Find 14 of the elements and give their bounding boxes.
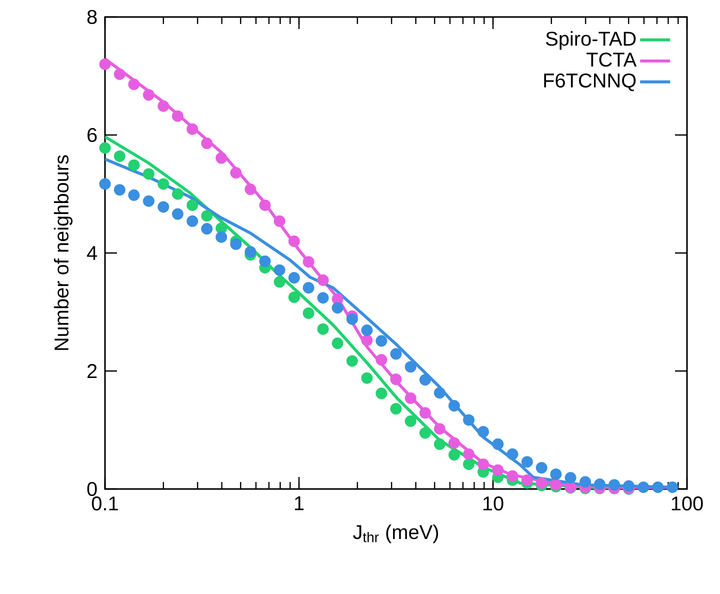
- legend-label: Spiro-TAD: [546, 31, 636, 50]
- y-tick-label: 6: [88, 128, 97, 142]
- y-tick-label: 4: [86, 246, 98, 260]
- legend-label: F6TCNNQ: [544, 73, 636, 92]
- legend-label: TCTA: [586, 52, 637, 67]
- y-tick-label: 2: [88, 364, 97, 378]
- y-axis-title: Number of neighbours: [54, 155, 72, 350]
- y-tick-label: 0: [87, 482, 97, 496]
- x-tick-label: 0.1: [92, 496, 118, 510]
- y-tick-label: 8: [87, 10, 97, 24]
- x-tick-label: 10: [483, 496, 504, 510]
- x-tick-label: 1: [294, 496, 304, 510]
- x-tick-label: 100: [672, 496, 703, 510]
- x-axis-title: J$_{thr}$ (meV): [353, 524, 438, 544]
